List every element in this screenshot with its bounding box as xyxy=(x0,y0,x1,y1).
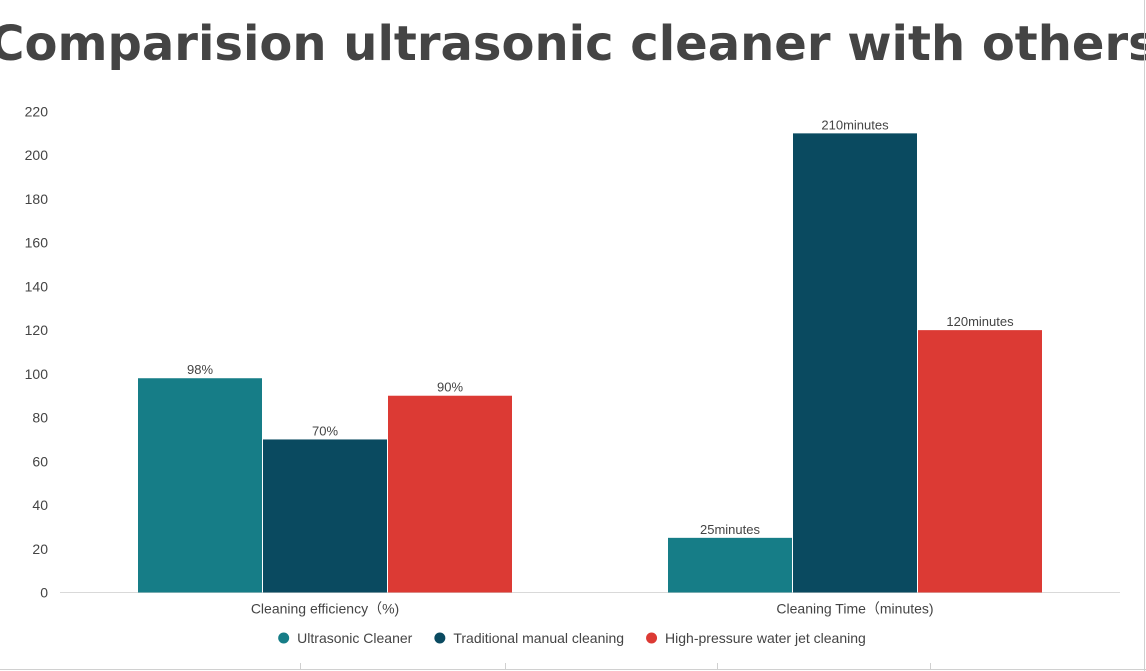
y-tick-label: 220 xyxy=(25,104,49,120)
legend-label: Traditional manual cleaning xyxy=(453,630,624,646)
bar xyxy=(263,439,387,593)
y-tick-label: 0 xyxy=(40,585,48,601)
legend: Ultrasonic Cleaner Traditional manual cle… xyxy=(278,630,866,646)
y-tick-label: 60 xyxy=(32,453,48,469)
bar xyxy=(918,330,1042,593)
y-tick-label: 80 xyxy=(32,410,48,426)
y-tick-label: 160 xyxy=(25,235,49,251)
y-tick-label: 140 xyxy=(25,278,49,294)
legend-label: High-pressure water jet cleaning xyxy=(665,630,866,646)
legend-marker xyxy=(646,632,658,644)
legend-label: Ultrasonic Cleaner xyxy=(297,630,412,646)
bar xyxy=(668,537,792,593)
bar xyxy=(388,395,512,593)
data-label: 25minutes xyxy=(700,522,760,537)
y-axis: 0 20 40 60 80 100 120 140 160 180 200 220 xyxy=(25,104,49,601)
x-category-label: Cleaning efficiency（%) xyxy=(251,601,399,617)
data-label: 120minutes xyxy=(946,314,1014,329)
legend-marker xyxy=(434,632,446,644)
x-axis: Cleaning efficiency（%) Cleaning Time（minu… xyxy=(60,592,1120,617)
bars xyxy=(138,133,1042,593)
y-tick-label: 40 xyxy=(32,497,48,513)
chart-title: Comparision ultrasonic cleaner with othe… xyxy=(0,16,1146,72)
data-label: 70% xyxy=(312,423,338,438)
legend-marker xyxy=(278,632,290,644)
y-tick-label: 200 xyxy=(25,147,49,163)
data-label: 210minutes xyxy=(821,117,889,132)
data-label: 98% xyxy=(187,362,213,377)
y-tick-label: 100 xyxy=(25,366,49,382)
y-tick-label: 120 xyxy=(25,322,49,338)
bar xyxy=(138,378,262,593)
bar xyxy=(793,133,917,593)
data-labels: 98% 70% 90% 25minutes 210minutes 120minutes xyxy=(187,117,1014,536)
data-label: 90% xyxy=(437,380,463,395)
y-tick-label: 20 xyxy=(32,541,48,557)
y-tick-label: 180 xyxy=(25,191,49,207)
x-category-label: Cleaning Time（minutes) xyxy=(776,601,933,617)
